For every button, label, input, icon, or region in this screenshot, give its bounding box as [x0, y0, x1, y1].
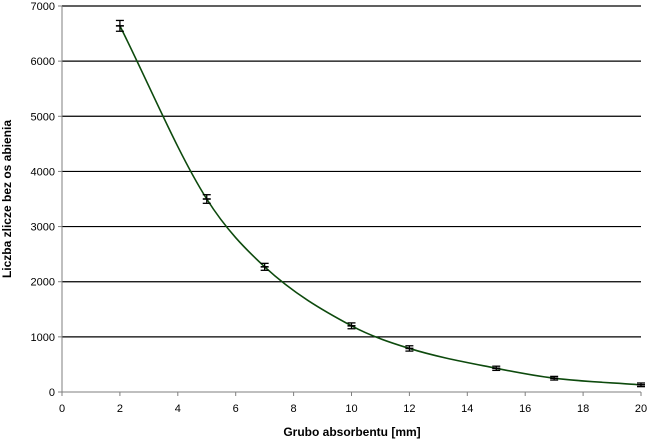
y-tick-label: 4000: [31, 166, 55, 178]
data-point: [492, 365, 501, 372]
y-tick-label: 7000: [31, 1, 55, 13]
y-tick-label: 1000: [31, 332, 55, 344]
fit-curve-layer: [119, 25, 642, 386]
data-points: [115, 19, 645, 388]
x-tick-label: 0: [59, 403, 65, 415]
x-tick-label: 14: [461, 403, 473, 415]
x-tick-labels: 0 2 4 6 8 10 12 14 16 18 20: [59, 403, 647, 415]
x-tick-label: 10: [345, 403, 357, 415]
axes: [58, 5, 642, 396]
y-tick-labels: 0 1000 2000 3000 4000 5000 6000 7000: [31, 1, 55, 399]
data-point: [115, 19, 124, 32]
x-tick-label: 2: [117, 403, 123, 415]
y-tick-label: 2000: [31, 277, 55, 289]
data-point: [550, 375, 559, 381]
x-tick-label: 4: [175, 403, 181, 415]
x-tick-label: 12: [403, 403, 415, 415]
grid-lines: [62, 5, 641, 338]
x-tick-label: 20: [635, 403, 647, 415]
x-tick-label: 18: [577, 403, 589, 415]
x-axis-title: Grubo absorbentu [mm]: [283, 425, 420, 439]
y-tick-label: 6000: [31, 56, 55, 68]
x-tick-label: 8: [291, 403, 297, 415]
data-point: [260, 262, 269, 271]
data-point: [637, 382, 645, 388]
fit-curve: [119, 25, 642, 386]
y-tick-label: 3000: [31, 222, 55, 234]
y-axis-title: Liczba zlicze bez os abienia: [0, 120, 14, 278]
x-tick-label: 16: [519, 403, 531, 415]
y-tick-label: 5000: [31, 111, 55, 123]
y-tick-label: 0: [49, 387, 55, 399]
data-point: [347, 322, 356, 330]
data-point: [405, 345, 414, 352]
data-point: [202, 194, 211, 204]
x-tick-label: 6: [233, 403, 239, 415]
